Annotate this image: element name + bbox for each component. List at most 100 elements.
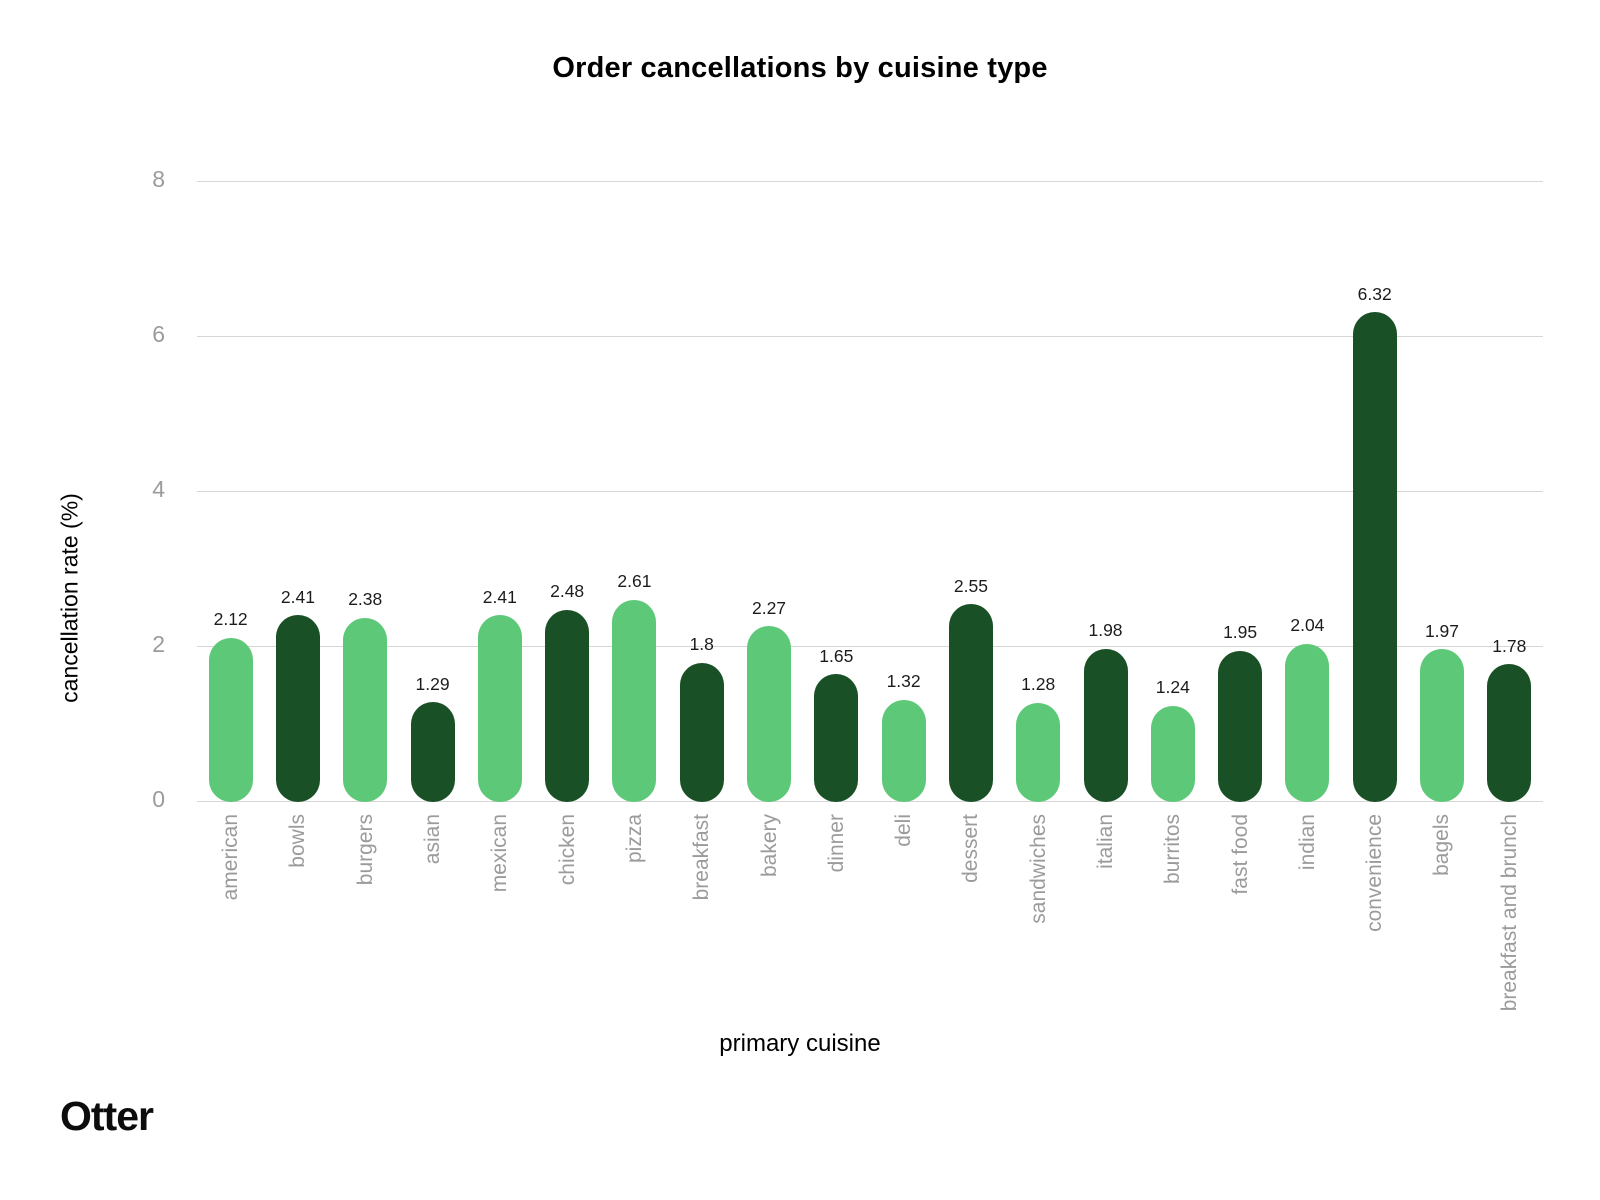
x-tick-cell: convenience bbox=[1341, 814, 1408, 1059]
bar-column: 1.78 bbox=[1476, 182, 1543, 802]
bar-value-label: 1.32 bbox=[886, 671, 921, 692]
y-axis-tick-labels: 0 2 4 6 8 bbox=[95, 168, 165, 811]
bar-column: 2.41 bbox=[264, 182, 331, 802]
bars-row: 2.12 2.41 2.38 1.29 2.41 2.48 2.61 1.8 2.27 1.65 1… bbox=[197, 182, 1543, 802]
bar bbox=[1083, 648, 1128, 802]
x-tick-cell: italian bbox=[1072, 814, 1139, 1059]
bar-value-label: 1.78 bbox=[1492, 635, 1527, 656]
bar bbox=[477, 615, 522, 802]
bar-column: 1.97 bbox=[1408, 182, 1475, 802]
x-tick-label: deli bbox=[892, 814, 916, 847]
x-tick-cell: dessert bbox=[937, 814, 1004, 1059]
bar bbox=[545, 609, 590, 802]
bar-column: 2.04 bbox=[1274, 182, 1341, 802]
x-tick-label: bowls bbox=[286, 814, 310, 868]
bar-value-label: 1.97 bbox=[1424, 620, 1460, 641]
bar-column: 2.12 bbox=[197, 182, 264, 802]
bar bbox=[343, 617, 388, 802]
x-tick-label: dessert bbox=[959, 814, 983, 883]
y-axis-title: cancellation rate (%) bbox=[56, 493, 83, 703]
bar bbox=[275, 615, 320, 802]
x-tick-cell: asian bbox=[399, 814, 466, 1059]
bar bbox=[612, 599, 657, 802]
x-tick-cell: chicken bbox=[533, 814, 600, 1059]
bar-value-label: 1.8 bbox=[689, 634, 714, 654]
x-tick-label: sandwiches bbox=[1026, 814, 1050, 924]
x-tick-label: bagels bbox=[1430, 814, 1454, 876]
bar bbox=[1285, 643, 1330, 802]
x-tick-cell: sandwiches bbox=[1005, 814, 1072, 1059]
bar-value-label: 2.12 bbox=[213, 609, 248, 630]
bar bbox=[1419, 649, 1464, 802]
bar bbox=[881, 699, 926, 802]
bar-column: 1.95 bbox=[1206, 182, 1273, 802]
bar-value-label: 2.61 bbox=[617, 571, 652, 592]
bar bbox=[1016, 702, 1061, 802]
gridline-y-8 bbox=[197, 181, 1543, 182]
x-tick-cell: breakfast bbox=[668, 814, 735, 1059]
bar-value-label: 2.38 bbox=[348, 589, 383, 610]
x-tick-label: indian bbox=[1295, 814, 1319, 871]
chart-title: Order cancellations by cuisine type bbox=[552, 52, 1048, 84]
x-tick-label: breakfast and brunch bbox=[1497, 814, 1521, 1012]
y-tick-label: 2 bbox=[152, 631, 165, 657]
x-tick-label: american bbox=[219, 814, 243, 901]
x-tick-label: convenience bbox=[1363, 814, 1387, 932]
x-tick-label: asian bbox=[421, 814, 445, 865]
bar-column: 1.24 bbox=[1139, 182, 1206, 802]
x-tick-label: pizza bbox=[622, 814, 646, 864]
x-tick-cell: bakery bbox=[735, 814, 802, 1059]
bar-column: 2.61 bbox=[601, 182, 668, 802]
bar bbox=[679, 662, 724, 802]
bar-value-label: 2.27 bbox=[751, 597, 787, 618]
x-tick-label: dinner bbox=[824, 814, 848, 873]
x-tick-cell: indian bbox=[1274, 814, 1341, 1059]
bar bbox=[208, 637, 253, 802]
bar-value-label: 2.04 bbox=[1290, 615, 1325, 636]
bar bbox=[1150, 705, 1195, 802]
gridline-y-2 bbox=[197, 646, 1543, 647]
y-tick-label: 8 bbox=[152, 166, 165, 192]
bar bbox=[814, 674, 859, 802]
x-tick-label: bakery bbox=[757, 814, 781, 878]
x-tick-cell: dinner bbox=[803, 814, 870, 1059]
bar-column: 2.27 bbox=[735, 182, 802, 802]
bar bbox=[410, 702, 455, 802]
bar-value-label: 1.29 bbox=[415, 673, 450, 694]
x-tick-label: burritos bbox=[1161, 814, 1185, 885]
x-tick-label: italian bbox=[1094, 814, 1117, 869]
bar-column: 1.28 bbox=[1005, 182, 1072, 802]
x-tick-cell: fast food bbox=[1206, 814, 1273, 1059]
plot-area bbox=[197, 181, 1543, 802]
bar-column: 1.65 bbox=[803, 182, 870, 802]
bar bbox=[747, 626, 792, 802]
bar-value-label: 2.41 bbox=[482, 586, 517, 607]
bar-value-label: 1.95 bbox=[1223, 622, 1258, 643]
x-tick-cell: deli bbox=[870, 814, 937, 1059]
x-tick-cell: burgers bbox=[332, 814, 399, 1059]
bar-column: 1.32 bbox=[870, 182, 937, 802]
bar-value-label: 2.48 bbox=[550, 581, 585, 602]
bar bbox=[948, 604, 993, 802]
bar-value-label: 2.41 bbox=[280, 586, 315, 607]
x-axis-title: primary cuisine bbox=[719, 1030, 881, 1057]
x-tick-label: burgers bbox=[353, 814, 377, 886]
bar-value-label: 1.28 bbox=[1021, 674, 1056, 695]
bar-column: 1.29 bbox=[399, 182, 466, 802]
x-tick-label: breakfast bbox=[690, 814, 714, 901]
y-tick-label: 6 bbox=[152, 321, 165, 347]
bar-value-label: 1.65 bbox=[819, 645, 854, 666]
y-tick-label: 0 bbox=[152, 786, 165, 812]
gridline-y-4 bbox=[197, 491, 1543, 492]
bar-column: 2.55 bbox=[937, 182, 1004, 802]
bar bbox=[1352, 312, 1397, 802]
bar-column: 2.41 bbox=[466, 182, 533, 802]
x-tick-cell: pizza bbox=[601, 814, 668, 1059]
bar bbox=[1487, 664, 1532, 802]
bar-value-label: 6.32 bbox=[1357, 283, 1392, 304]
bar-column: 1.98 bbox=[1072, 182, 1139, 802]
y-tick-label: 4 bbox=[152, 476, 165, 502]
x-tick-cell: bowls bbox=[264, 814, 331, 1059]
gridline-y-6 bbox=[197, 336, 1543, 337]
